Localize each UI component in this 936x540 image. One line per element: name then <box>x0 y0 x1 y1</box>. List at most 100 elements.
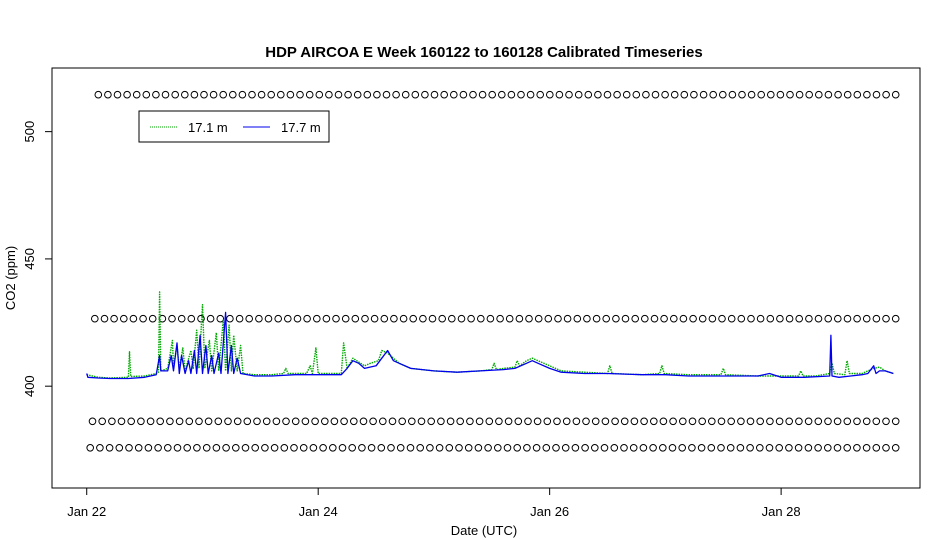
marker-point <box>98 417 106 426</box>
marker-point <box>341 314 350 323</box>
x-tick-label: Jan 24 <box>299 504 338 519</box>
series-lines <box>86 291 894 380</box>
marker-point <box>224 417 232 426</box>
marker-point <box>853 444 861 452</box>
marker-point <box>804 417 813 426</box>
marker-point <box>284 314 292 323</box>
series-line-17-7 <box>86 311 894 380</box>
marker-point <box>181 90 189 99</box>
marker-point <box>697 444 706 452</box>
marker-point <box>620 444 628 452</box>
marker-point <box>523 444 531 452</box>
marker-point <box>670 314 678 323</box>
marker-point <box>291 417 300 426</box>
marker-point <box>553 417 561 426</box>
marker-point <box>238 90 247 99</box>
marker-point <box>108 417 116 426</box>
marker-point <box>515 314 524 323</box>
marker-point <box>834 90 842 99</box>
marker-point <box>678 444 687 452</box>
marker-point <box>661 90 669 99</box>
marker-point <box>882 90 890 99</box>
marker-point <box>293 314 302 323</box>
marker-point <box>435 444 444 452</box>
marker-point <box>572 417 581 426</box>
marker-point <box>765 444 774 452</box>
marker-point <box>872 417 881 426</box>
marker-point <box>398 417 407 426</box>
marker-point <box>581 444 589 452</box>
marker-point <box>332 314 340 323</box>
marker-point <box>290 444 298 452</box>
marker-point <box>134 444 143 452</box>
marker-point <box>401 90 410 99</box>
marker-point <box>202 444 211 452</box>
marker-point <box>891 417 900 426</box>
marker-point <box>814 444 822 452</box>
marker-point <box>195 417 203 426</box>
marker-point <box>688 444 696 452</box>
marker-point <box>377 444 386 452</box>
marker-point <box>756 444 764 452</box>
marker-point <box>738 90 746 99</box>
marker-point <box>212 444 221 452</box>
marker-point <box>142 90 151 99</box>
marker-point <box>747 90 756 99</box>
marker-point <box>543 417 552 426</box>
marker-point <box>301 417 310 426</box>
marker-point <box>555 90 564 99</box>
marker-point <box>168 314 176 323</box>
marker-point <box>264 314 273 323</box>
marker-point <box>746 417 755 426</box>
marker-point <box>542 444 551 452</box>
marker-point <box>348 444 357 452</box>
marker-point <box>478 90 487 99</box>
marker-point <box>232 444 240 452</box>
marker-point <box>446 417 455 426</box>
marker-point <box>469 90 477 99</box>
marker-point <box>776 314 784 323</box>
marker-point <box>361 314 369 323</box>
marker-point <box>824 314 833 323</box>
marker-point <box>448 314 456 323</box>
marker-point <box>369 417 377 426</box>
marker-point <box>373 90 381 99</box>
marker-point <box>853 314 861 323</box>
marker-point <box>226 314 234 323</box>
marker-point <box>219 90 227 99</box>
marker-point <box>193 444 201 452</box>
marker-point <box>426 444 434 452</box>
marker-point <box>503 444 512 452</box>
marker-point <box>120 314 128 323</box>
marker-point <box>767 90 775 99</box>
marker-point <box>299 444 308 452</box>
marker-point <box>757 90 766 99</box>
marker-point <box>388 417 397 426</box>
marker-point <box>164 444 172 452</box>
marker-point <box>274 314 283 323</box>
marker-point <box>382 90 391 99</box>
marker-point <box>795 314 804 323</box>
marker-point <box>620 417 629 426</box>
marker-point <box>592 314 601 323</box>
marker-point <box>612 314 620 323</box>
marker-point <box>467 314 475 323</box>
marker-row <box>86 444 900 452</box>
marker-point <box>872 444 881 452</box>
marker-point <box>350 417 358 426</box>
marker-point <box>161 90 170 99</box>
marker-point <box>158 314 167 323</box>
marker-point <box>123 90 131 99</box>
marker-point <box>296 90 304 99</box>
marker-point <box>651 90 660 99</box>
marker-point <box>494 444 502 452</box>
marker-point <box>602 314 611 323</box>
marker-point <box>409 314 418 323</box>
marker-point <box>603 90 612 99</box>
marker-point <box>241 444 250 452</box>
marker-point <box>853 417 861 426</box>
marker-point <box>843 314 852 323</box>
marker-point <box>206 314 215 323</box>
marker-point <box>554 314 562 323</box>
marker-point <box>668 444 677 452</box>
